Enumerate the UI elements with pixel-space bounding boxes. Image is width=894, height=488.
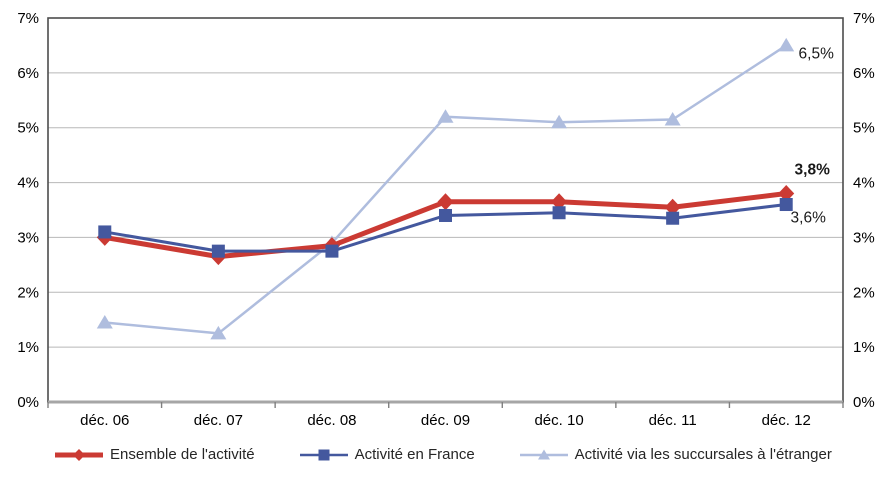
- legend-triangle-marker-icon: [519, 449, 568, 459]
- x-axis-label: déc. 08: [307, 412, 356, 429]
- series-1: [98, 198, 793, 258]
- square-marker: [98, 225, 112, 239]
- y-axis-label-left: 7%: [17, 10, 39, 27]
- y-axis-label-left: 1%: [17, 339, 39, 356]
- triangle-marker: [437, 109, 454, 123]
- y-axis-label-left: 3%: [17, 229, 39, 246]
- y-axis-label-right: 0%: [853, 394, 875, 411]
- diamond-marker: [551, 193, 568, 211]
- x-axis-label: déc. 09: [421, 412, 470, 429]
- data-label: 6,5%: [799, 45, 835, 62]
- y-axis-label-left: 6%: [17, 65, 39, 82]
- legend-label-succursales: Activité via les succursales à l'étrange…: [574, 446, 832, 463]
- series-2: [96, 37, 795, 340]
- legend-diamond-marker-icon: [55, 448, 103, 461]
- y-axis-label-right: 5%: [853, 120, 875, 137]
- x-axis-label: déc. 06: [80, 412, 129, 429]
- series-line: [104, 44, 787, 335]
- diamond-marker: [778, 185, 795, 203]
- y-axis-label-left: 5%: [17, 120, 39, 137]
- y-axis-label-right: 3%: [853, 229, 875, 246]
- square-marker: [779, 198, 793, 212]
- triangle-marker: [551, 114, 568, 129]
- legend-item-ensemble: Ensemble de l'activité: [55, 446, 255, 463]
- triangle-marker: [96, 314, 113, 329]
- x-axis-label: déc. 07: [194, 412, 243, 429]
- data-label: 3,6%: [791, 210, 827, 227]
- x-axis-label: déc. 10: [534, 412, 583, 429]
- legend-label-france: Activité en France: [354, 446, 475, 463]
- diamond-marker: [664, 198, 681, 216]
- triangle-marker: [778, 37, 795, 52]
- square-marker: [439, 208, 452, 222]
- square-marker: [666, 211, 680, 225]
- data-label: 3,8%: [795, 162, 831, 179]
- legend-item-succursales: Activité via les succursales à l'étrange…: [519, 446, 832, 463]
- diamond-marker: [437, 193, 454, 211]
- line-chart-canvas: 0% 1% 2% 3% 4% 5% 6% 7% 0% 1% 2% 3% 4% 5% 6% 7% déc. 06 d…: [17, 10, 875, 429]
- legend-label-ensemble: Ensemble de l'activité: [110, 446, 255, 463]
- square-marker: [325, 244, 339, 258]
- triangle-marker: [210, 325, 227, 340]
- y-axis-label-right: 7%: [853, 10, 875, 27]
- y-axis-label-right: 2%: [853, 284, 875, 301]
- y-axis-label-right: 4%: [853, 175, 875, 192]
- triangle-marker: [664, 111, 681, 126]
- y-axis-label-left: 0%: [17, 394, 39, 411]
- legend-item-france: Activité en France: [299, 446, 475, 463]
- square-marker: [211, 244, 225, 258]
- y-axis-label-left: 2%: [17, 284, 39, 301]
- series-0: [96, 185, 795, 266]
- x-axis-label: déc. 12: [762, 412, 811, 429]
- y-axis-label-left: 4%: [17, 175, 39, 192]
- y-axis-label-right: 6%: [853, 65, 875, 82]
- x-axis-label: déc. 11: [649, 412, 697, 429]
- y-axis-label-right: 1%: [853, 339, 875, 356]
- legend-square-marker-icon: [299, 449, 348, 460]
- square-marker: [552, 206, 566, 220]
- chart-legend: Ensemble de l'activité Activité en Franc…: [0, 446, 894, 463]
